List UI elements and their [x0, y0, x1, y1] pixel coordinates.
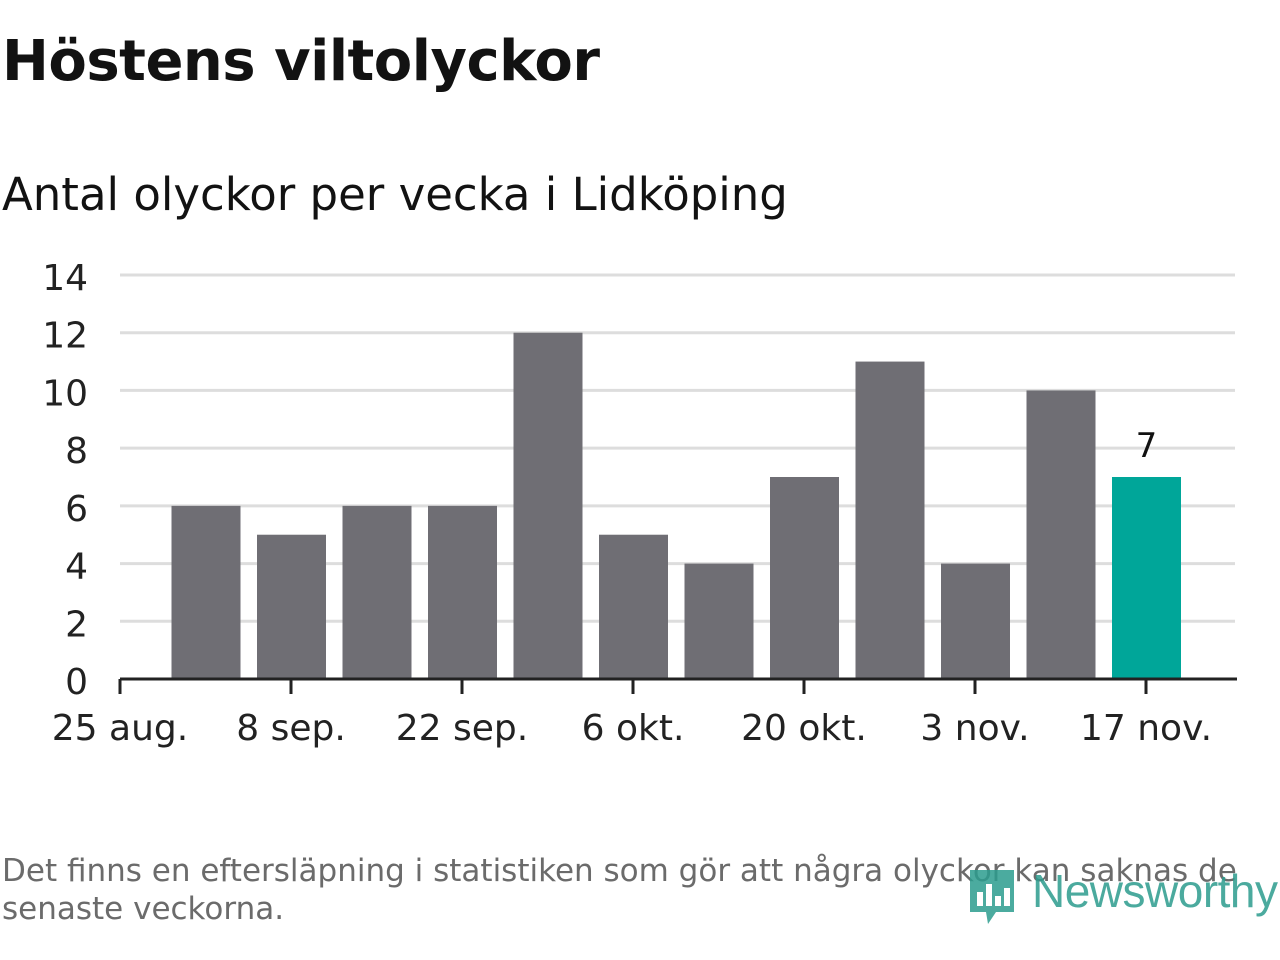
logo-text: Newsworthy: [1032, 865, 1278, 917]
bar-2: [257, 534, 326, 679]
chart-subtitle: Antal olyckor per vecka i Lidköping: [2, 168, 788, 221]
bar-12: [1112, 477, 1181, 679]
value-labels: 7: [1136, 426, 1158, 466]
bar-10: [941, 563, 1010, 679]
chart-title: Höstens viltolyckor: [2, 29, 600, 94]
bar-7: [684, 563, 754, 679]
x-tick-label-0: 25 aug.: [52, 708, 188, 749]
value-label-12: 7: [1136, 426, 1158, 466]
y-tick-label-10: 10: [42, 373, 88, 414]
bar-11: [1026, 390, 1096, 679]
x-axis-labels: 25 aug. 8 sep. 22 sep. 6 okt. 20 okt. 3 nov. 1…: [52, 708, 1212, 749]
bar-5: [513, 332, 583, 679]
y-axis-labels: 0 2 4 6 8 10 12 14: [42, 258, 88, 703]
newsworthy-logo: Newsworthy: [962, 862, 1280, 932]
y-tick-label-12: 12: [42, 316, 88, 357]
footnote: Det finns en eftersläpning i statistiken…: [2, 853, 1237, 927]
bar-8: [770, 477, 839, 679]
y-tick-label-8: 8: [65, 431, 88, 472]
bars: [171, 332, 1181, 679]
bar-3: [342, 505, 412, 679]
bar-1: [171, 505, 241, 679]
bar-9: [855, 361, 925, 679]
y-tick-label-2: 2: [65, 604, 88, 645]
x-tick-label-1: 8 sep.: [236, 708, 346, 749]
x-tick-label-5: 3 nov.: [920, 708, 1029, 749]
y-tick-label-14: 14: [42, 258, 88, 299]
x-tick-label-6: 17 nov.: [1080, 708, 1212, 749]
y-tick-label-6: 6: [65, 489, 88, 530]
x-tick-label-3: 6 okt.: [582, 708, 685, 749]
bar-4: [428, 505, 497, 679]
y-tick-label-4: 4: [65, 547, 88, 588]
bar-6: [599, 534, 668, 679]
x-tick-label-2: 22 sep.: [396, 708, 528, 749]
x-axis: [118, 677, 1237, 694]
newsworthy-logo-icon: [970, 870, 1014, 924]
y-tick-label-0: 0: [65, 662, 88, 703]
bar-chart: 0 2 4 6 8 10 12 14 25 aug. 8 sep. 22 sep. 6 okt. 20…: [42, 258, 1237, 749]
x-tick-label-4: 20 okt.: [741, 708, 867, 749]
